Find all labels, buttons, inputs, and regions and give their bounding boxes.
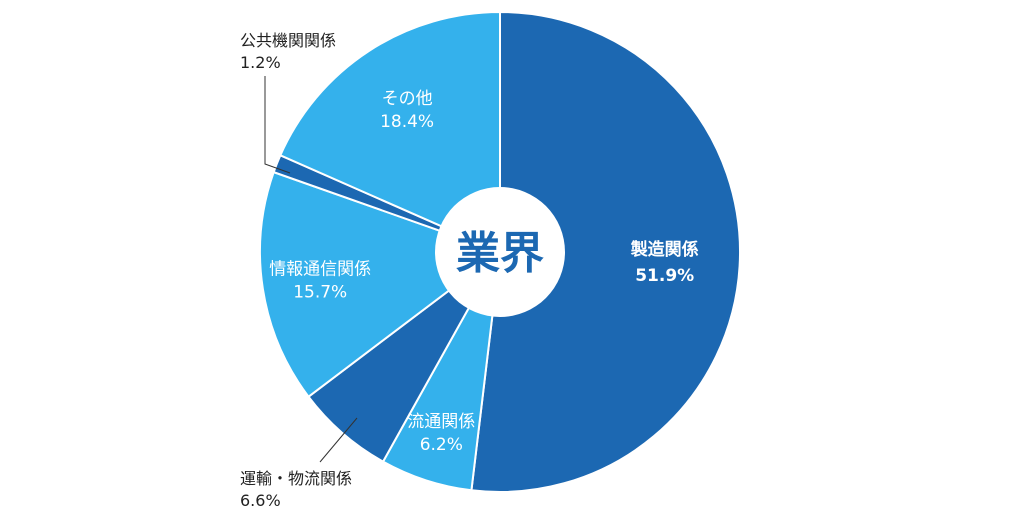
leader-lines-group bbox=[264, 76, 358, 463]
leader-line bbox=[319, 417, 358, 463]
slice-value-label: 15.7% bbox=[293, 282, 347, 302]
pie-slice bbox=[259, 170, 503, 399]
slice-category-label: 公共機関関係 bbox=[240, 31, 336, 50]
slice-value-label: 6.6% bbox=[240, 491, 281, 510]
slice-value-label: 6.2% bbox=[420, 435, 463, 455]
slice-category-label: 製造関係 bbox=[630, 239, 699, 260]
slice-category-label: 運輸・物流関係 bbox=[240, 469, 352, 488]
slice-category-label: 情報通信関係 bbox=[269, 259, 371, 279]
pie-slice bbox=[470, 10, 741, 493]
center-label: 業界 bbox=[456, 228, 544, 279]
slice-value-label: 1.2% bbox=[240, 53, 281, 72]
slice-category-label: 流通関係 bbox=[407, 412, 475, 432]
slice-category-label: その他 bbox=[382, 89, 433, 109]
slice-value-label: 51.9% bbox=[635, 266, 694, 286]
slice-label: 運輸・物流関係 6.6% bbox=[240, 469, 352, 510]
slice-label: 製造関係 51.9% bbox=[630, 239, 699, 286]
leader-line bbox=[264, 76, 291, 174]
slice-label: 情報通信関係 15.7% bbox=[269, 259, 371, 302]
slices-group bbox=[259, 10, 741, 493]
slice-label: その他 18.4% bbox=[380, 89, 434, 132]
labels-group: 製造関係 51.9% 流通関係 6.2% 運輸・物流関係 6.6% 情報通信関係 15.7% 公… bbox=[240, 31, 699, 510]
center-hole bbox=[435, 187, 565, 317]
slice-value-label: 18.4% bbox=[380, 112, 434, 132]
pie-slice bbox=[279, 10, 501, 254]
slice-label: 公共機関関係 1.2% bbox=[240, 31, 336, 72]
slice-label: 流通関係 6.2% bbox=[407, 412, 475, 455]
